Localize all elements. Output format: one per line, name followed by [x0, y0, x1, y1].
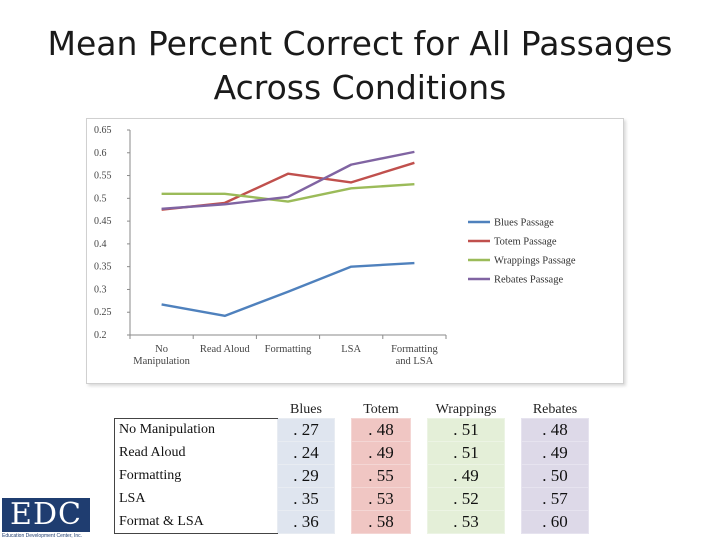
- row-label: Read Aloud: [114, 441, 278, 465]
- cell-wrappings: . 51: [427, 418, 505, 442]
- x-tick-label: and LSA: [396, 356, 434, 367]
- title-line-2: Across Conditions: [213, 68, 507, 107]
- y-tick-label: 0.45: [94, 216, 112, 227]
- cell-rebates: . 49: [521, 441, 589, 465]
- y-tick-label: 0.4: [94, 239, 107, 250]
- cell-totem: . 48: [351, 418, 411, 442]
- title-line-1: Mean Percent Correct for All Passages: [47, 24, 673, 63]
- y-tick-label: 0.2: [94, 330, 107, 341]
- y-tick-label: 0.35: [94, 262, 112, 273]
- y-tick-label: 0.55: [94, 171, 112, 182]
- row-label: Format & LSA: [114, 510, 278, 534]
- legend-label: Totem Passage: [494, 237, 557, 248]
- cell-wrappings: . 49: [427, 464, 505, 488]
- cell-blues: . 29: [277, 464, 335, 488]
- series-line-rebates-passage: [161, 150, 415, 211]
- legend-label: Blues Passage: [494, 218, 554, 229]
- edc-logo: EDC Education Development Center, Inc.: [2, 498, 94, 540]
- cell-wrappings: . 53: [427, 510, 505, 534]
- table-row: Formatting . 29 . 55 . 49 . 50: [114, 464, 589, 488]
- row-label: LSA: [114, 487, 278, 511]
- table-header-row: Blues Totem Wrappings Rebates: [115, 396, 589, 419]
- header-blues: Blues: [290, 402, 322, 417]
- cell-blues: . 24: [277, 441, 335, 465]
- cell-blues: . 27: [277, 418, 335, 442]
- logo-text: EDC: [2, 498, 90, 532]
- cell-totem: . 55: [351, 464, 411, 488]
- table-row: No Manipulation . 27 . 48 . 51 . 48: [114, 418, 589, 442]
- row-label: No Manipulation: [114, 418, 278, 442]
- header-totem: Totem: [363, 402, 399, 417]
- y-tick-label: 0.6: [94, 148, 107, 159]
- chart-frame: [86, 118, 624, 384]
- data-table: Blues Totem Wrappings Rebates No Manipul…: [114, 396, 589, 534]
- cell-totem: . 58: [351, 510, 411, 534]
- x-tick-label: Manipulation: [133, 356, 190, 367]
- table-row: LSA . 35 . 53 . 52 . 57: [114, 487, 589, 511]
- header-rebates: Rebates: [532, 402, 578, 417]
- x-tick-label: Read Aloud: [200, 344, 251, 355]
- series-line-blues-passage: [161, 261, 415, 318]
- table-row: Format & LSA . 36 . 58 . 53 . 60: [114, 510, 589, 534]
- legend-label: Wrappings Passage: [494, 256, 576, 267]
- y-tick-label: 0.65: [94, 125, 112, 136]
- cell-totem: . 49: [351, 441, 411, 465]
- cell-wrappings: . 51: [427, 441, 505, 465]
- row-label: Formatting: [114, 464, 278, 488]
- y-tick-label: 0.3: [94, 284, 107, 295]
- x-tick-label: No: [155, 344, 168, 355]
- x-tick-label: Formatting: [391, 344, 438, 355]
- y-tick-label: 0.5: [94, 193, 107, 204]
- series-line-wrappings-passage: [161, 183, 415, 203]
- x-tick-label: Formatting: [265, 344, 312, 355]
- cell-rebates: . 50: [521, 464, 589, 488]
- legend-label: Rebates Passage: [494, 275, 563, 286]
- cell-wrappings: . 52: [427, 487, 505, 511]
- cell-blues: . 35: [277, 487, 335, 511]
- table-row: Read Aloud . 24 . 49 . 51 . 49: [114, 441, 589, 465]
- cell-blues: . 36: [277, 510, 335, 534]
- cell-rebates: . 48: [521, 418, 589, 442]
- line-chart: 0.65 0.6 0.55 0.5 0.45 0.4 0.35 0.3 0.25 0.2 NoMan…: [94, 125, 576, 367]
- slide-title: Mean Percent Correct for All Passages Ac…: [0, 22, 720, 110]
- cell-rebates: . 60: [521, 510, 589, 534]
- y-tick-label: 0.25: [94, 307, 112, 318]
- logo-subtitle: Education Development Center, Inc.: [2, 533, 83, 539]
- x-tick-label: LSA: [341, 344, 361, 355]
- cell-rebates: . 57: [521, 487, 589, 511]
- cell-totem: . 53: [351, 487, 411, 511]
- header-wrappings: Wrappings: [435, 402, 497, 417]
